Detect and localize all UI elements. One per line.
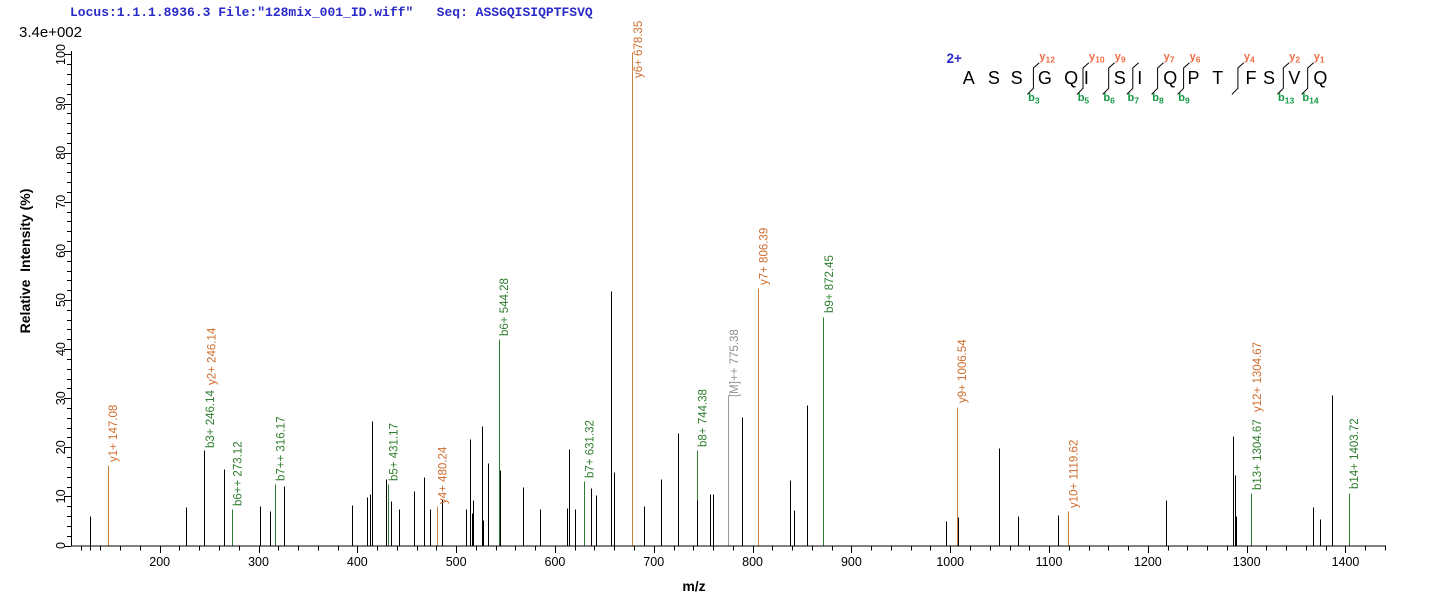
- svg-text:50: 50: [54, 293, 68, 307]
- svg-text:b13+ 1304.67: b13+ 1304.67: [1252, 419, 1264, 490]
- svg-text:1400: 1400: [1332, 555, 1360, 569]
- svg-text:b6++ 273.12: b6++ 273.12: [233, 441, 245, 506]
- svg-text:40: 40: [54, 342, 68, 356]
- svg-text:y6+ 678.35: y6+ 678.35: [633, 21, 645, 78]
- svg-text:200: 200: [149, 555, 170, 569]
- svg-text:T: T: [1212, 68, 1223, 88]
- svg-text:S: S: [1114, 68, 1126, 88]
- svg-text:2+: 2+: [947, 51, 963, 66]
- svg-text:600: 600: [545, 555, 566, 569]
- svg-text:S: S: [1011, 68, 1023, 88]
- svg-text:I: I: [1084, 68, 1089, 88]
- svg-text:Q: Q: [1064, 68, 1078, 88]
- svg-text:1000: 1000: [936, 555, 964, 569]
- svg-text:b8: b8: [1152, 92, 1164, 106]
- svg-text:b7++ 316.17: b7++ 316.17: [275, 416, 287, 481]
- svg-text:b3+ 246.14: b3+ 246.14: [205, 390, 217, 448]
- svg-text:b7+ 631.32: b7+ 631.32: [585, 420, 597, 478]
- svg-text:Q: Q: [1163, 68, 1177, 88]
- svg-text:A: A: [963, 68, 975, 88]
- svg-text:700: 700: [643, 555, 664, 569]
- svg-text:b6: b6: [1103, 92, 1115, 106]
- svg-text:y4+ 480.24: y4+ 480.24: [438, 446, 450, 504]
- svg-text:90: 90: [54, 97, 68, 111]
- svg-text:y7: y7: [1164, 51, 1175, 65]
- svg-text:m/z: m/z: [682, 578, 705, 594]
- svg-text:70: 70: [54, 195, 68, 209]
- svg-text:I: I: [1137, 68, 1142, 88]
- svg-text:y10: y10: [1089, 51, 1105, 65]
- svg-text:b14: b14: [1302, 92, 1318, 106]
- svg-text:500: 500: [446, 555, 467, 569]
- svg-text:y4: y4: [1244, 51, 1255, 65]
- svg-text:0: 0: [54, 542, 68, 549]
- svg-text:y12: y12: [1039, 51, 1055, 65]
- svg-text:3.4e+002: 3.4e+002: [19, 24, 82, 41]
- svg-text:S: S: [988, 68, 1000, 88]
- svg-text:1200: 1200: [1134, 555, 1162, 569]
- svg-text:800: 800: [742, 555, 763, 569]
- svg-text:b9: b9: [1178, 92, 1190, 106]
- svg-text:1100: 1100: [1036, 555, 1063, 569]
- svg-text:y9+ 1006.54: y9+ 1006.54: [957, 339, 969, 403]
- svg-text:30: 30: [54, 391, 68, 405]
- svg-text:y2+ 246.14: y2+ 246.14: [207, 327, 219, 385]
- svg-text:900: 900: [841, 555, 862, 569]
- svg-text:b5+ 431.17: b5+ 431.17: [389, 423, 401, 481]
- svg-text:100: 100: [54, 44, 68, 65]
- svg-text:b13: b13: [1278, 92, 1294, 106]
- svg-text:y2: y2: [1289, 51, 1300, 65]
- svg-text:400: 400: [347, 555, 368, 569]
- svg-text:b6+ 544.28: b6+ 544.28: [499, 278, 511, 336]
- svg-text:b5: b5: [1078, 92, 1090, 106]
- svg-text:P: P: [1187, 68, 1199, 88]
- svg-text:y9: y9: [1115, 51, 1126, 65]
- svg-text:y7+ 806.39: y7+ 806.39: [758, 228, 770, 285]
- svg-text:b14+ 1403.72: b14+ 1403.72: [1349, 418, 1361, 489]
- svg-text:y12+ 1304.67: y12+ 1304.67: [1252, 342, 1264, 412]
- svg-text:V: V: [1288, 68, 1300, 88]
- svg-text:G: G: [1038, 68, 1052, 88]
- svg-text:Relative Intensity (%): Relative Intensity (%): [17, 189, 33, 334]
- svg-text:300: 300: [248, 555, 269, 569]
- svg-text:60: 60: [54, 244, 68, 258]
- svg-text:y6: y6: [1190, 51, 1201, 65]
- svg-text:F: F: [1246, 68, 1257, 88]
- svg-text:y1: y1: [1314, 51, 1325, 65]
- svg-text:y10+ 1119.62: y10+ 1119.62: [1069, 440, 1081, 508]
- svg-text:Q: Q: [1313, 68, 1327, 88]
- svg-text:b3: b3: [1028, 92, 1040, 106]
- svg-text:80: 80: [54, 146, 68, 160]
- svg-text:[M]++ 775.38: [M]++ 775.38: [729, 329, 741, 397]
- svg-text:y1+ 147.08: y1+ 147.08: [108, 405, 120, 462]
- svg-text:20: 20: [54, 440, 68, 454]
- svg-text:b9+ 872.45: b9+ 872.45: [824, 255, 836, 313]
- svg-text:S: S: [1263, 68, 1275, 88]
- svg-text:b7: b7: [1128, 92, 1140, 106]
- svg-text:1300: 1300: [1233, 555, 1261, 569]
- svg-text:b8+ 744.38: b8+ 744.38: [698, 389, 710, 447]
- svg-text:10: 10: [54, 489, 68, 503]
